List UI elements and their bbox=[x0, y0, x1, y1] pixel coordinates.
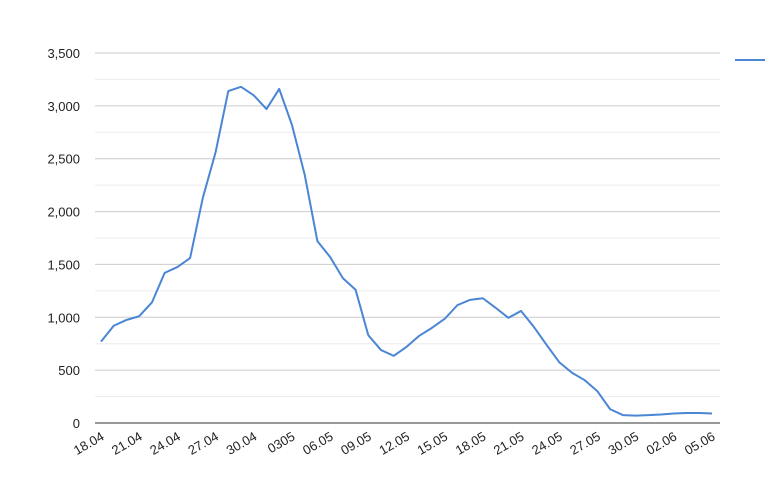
y-tick-label: 2,000 bbox=[47, 205, 80, 220]
x-tick-label: 15.05 bbox=[415, 429, 451, 458]
y-tick-label: 500 bbox=[58, 363, 80, 378]
y-tick-label: 1,000 bbox=[47, 310, 80, 325]
x-tick-label: 30.05 bbox=[605, 429, 641, 458]
y-tick-label: 2,500 bbox=[47, 152, 80, 167]
y-tick-label: 0 bbox=[73, 416, 80, 431]
x-tick-label: 02.06 bbox=[644, 429, 680, 458]
x-tick-label: 05.06 bbox=[682, 429, 718, 458]
x-tick-label: 30.04 bbox=[224, 429, 260, 458]
x-tick-label: 18.05 bbox=[453, 429, 489, 458]
x-tick-label: 21.05 bbox=[491, 429, 527, 458]
x-tick-label: 06.05 bbox=[300, 429, 336, 458]
x-tick-label: 27.04 bbox=[185, 429, 221, 458]
x-tick-label: 21.04 bbox=[109, 429, 145, 458]
x-tick-label: 12.05 bbox=[376, 429, 412, 458]
x-tick-label: 27.05 bbox=[567, 429, 603, 458]
x-tick-label: 24.05 bbox=[529, 429, 565, 458]
y-tick-label: 3,000 bbox=[47, 99, 80, 114]
x-tick-label: 24.04 bbox=[147, 429, 183, 458]
x-tick-label: 09.05 bbox=[338, 429, 374, 458]
y-tick-label: 3,500 bbox=[47, 46, 80, 61]
x-tick-label: 18.04 bbox=[71, 429, 107, 458]
data-line bbox=[100, 85, 713, 417]
y-tick-label: 1,500 bbox=[47, 257, 80, 272]
x-tick-label: 0305 bbox=[265, 429, 298, 456]
